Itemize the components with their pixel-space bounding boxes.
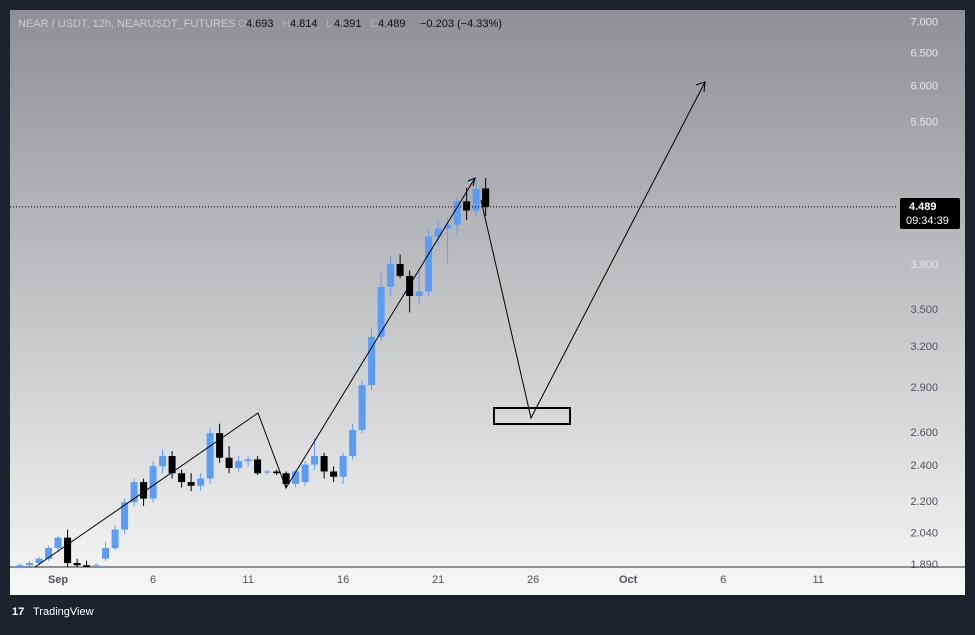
x-tick-label: 21: [432, 574, 444, 586]
y-tick-label: 2.600: [910, 427, 938, 439]
y-tick-label: 3.500: [910, 304, 938, 316]
candle-body: [130, 482, 138, 503]
candle-body: [254, 459, 262, 474]
candle-body: [244, 459, 252, 462]
candle-body: [263, 471, 271, 473]
change-text: −0.203 (−4.33%): [420, 18, 502, 30]
candle-body: [26, 563, 34, 566]
logo-mark: 17: [12, 606, 24, 618]
symbol-title: NEAR / USDT, 12h, NEARUSDT_FUTURES: [18, 18, 236, 30]
last-price-label: 4.489: [909, 201, 937, 213]
candle-body: [330, 471, 338, 477]
candle-body: [444, 224, 452, 229]
candle-body: [225, 457, 233, 469]
ohlc-label: C: [370, 18, 378, 30]
y-tick-label: 2.200: [910, 496, 938, 508]
ohlc-label: O: [238, 18, 247, 30]
ohlc-label: H: [282, 18, 290, 30]
x-tick-label: 26: [527, 574, 539, 586]
chart-panel: [10, 10, 965, 595]
y-tick-label: 6.000: [910, 81, 938, 93]
x-tick-label: 16: [337, 574, 349, 586]
y-tick-label: 7.000: [910, 17, 938, 29]
candle-body: [415, 291, 423, 297]
candle-body: [178, 473, 186, 483]
candle-body: [111, 529, 119, 549]
candle-body: [149, 466, 157, 499]
ohlc-value: 4.814: [290, 18, 318, 30]
candle-body: [434, 228, 442, 237]
candle-body: [273, 471, 281, 474]
candle-body: [453, 201, 461, 225]
candle-body: [16, 565, 24, 567]
trend-line: [34, 177, 476, 568]
ohlc-value: 4.391: [334, 18, 362, 30]
candle-body: [73, 563, 81, 566]
candle-body: [45, 548, 53, 559]
arrow-head: [467, 177, 476, 187]
candle-body: [387, 264, 395, 287]
arrow-head: [695, 81, 706, 93]
ohlc-value: 4.693: [246, 18, 274, 30]
brand[interactable]: TradingView: [33, 606, 94, 618]
candle-body: [35, 558, 43, 564]
candle-body: [92, 565, 100, 567]
candle-body: [358, 385, 366, 430]
candle-body: [159, 456, 167, 467]
candle-body: [368, 336, 376, 386]
candle-body: [187, 482, 195, 486]
candle-body: [282, 473, 290, 484]
candle-body: [235, 461, 243, 469]
y-tick-label: 2.040: [910, 528, 938, 540]
candle-body: [472, 188, 480, 211]
countdown: 09:34:39: [906, 215, 949, 227]
x-tick-label: 6: [150, 574, 156, 586]
candles: [16, 177, 490, 567]
candle-body: [292, 471, 300, 484]
x-tick-label: 11: [242, 574, 253, 586]
candle-body: [377, 286, 385, 337]
y-tick-label: 3.200: [910, 341, 938, 353]
candle-body: [216, 433, 224, 458]
candle-body: [168, 456, 176, 474]
candle-body: [83, 565, 91, 567]
y-tick-label: 3.900: [910, 259, 938, 271]
price-label-box: [900, 198, 960, 229]
candle-body: [140, 482, 148, 499]
x-tick-label: 11: [812, 574, 823, 586]
x-tick-label: Oct: [619, 574, 638, 586]
candle-body: [320, 456, 328, 472]
candle-body: [102, 548, 110, 559]
y-tick-label: 2.900: [910, 382, 938, 394]
candle-body: [206, 433, 214, 479]
target-box: [493, 407, 571, 425]
candle-body: [301, 464, 309, 483]
candle-body: [121, 502, 129, 530]
y-tick-label: 5.500: [910, 117, 938, 129]
candle-body: [54, 537, 62, 549]
drawings: [34, 81, 706, 568]
y-tick-label: 1.890: [910, 559, 938, 571]
y-tick-label: 2.400: [910, 460, 938, 472]
x-tick-label: 6: [720, 574, 726, 586]
candle-body: [396, 264, 404, 276]
ohlc-label: L: [326, 18, 332, 30]
ohlc-value: 4.489: [378, 18, 406, 30]
candle-body: [64, 537, 72, 564]
candle-body: [425, 236, 433, 292]
x-tick-label: Sep: [48, 574, 68, 586]
y-tick-label: 6.500: [910, 47, 938, 59]
candle-body: [463, 201, 471, 211]
candle-body: [482, 188, 490, 207]
candle-body: [311, 456, 319, 465]
candle-body: [339, 456, 347, 477]
projection-line: [480, 81, 706, 420]
candle-body: [349, 429, 357, 457]
candle-body: [197, 478, 205, 486]
